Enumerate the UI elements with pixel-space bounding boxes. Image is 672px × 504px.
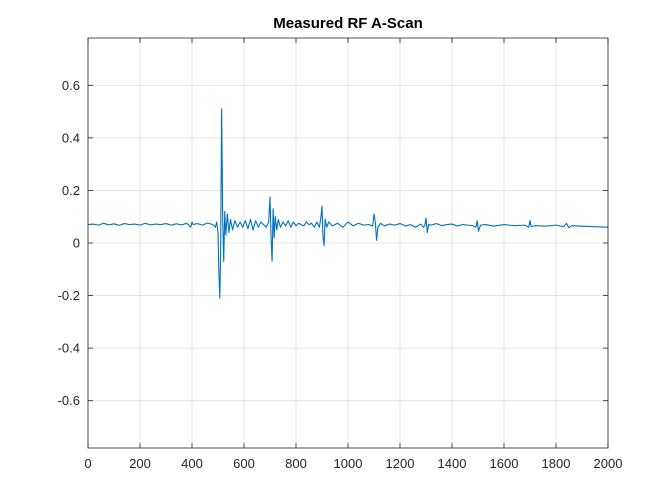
x-tick-label: 2000	[594, 456, 623, 471]
x-tick-label: 1000	[334, 456, 363, 471]
y-tick-label: -0.6	[58, 393, 80, 408]
x-tick-label: 0	[84, 456, 91, 471]
tick-labels: 0 200 400 600 800 1000 1200 1400 1600 1800 2000 -0.…	[58, 78, 623, 471]
y-tick-label: 0.6	[62, 78, 80, 93]
x-tick-label: 600	[233, 456, 255, 471]
x-tick-label: 1400	[438, 456, 467, 471]
y-tick-label: 0.4	[62, 130, 80, 145]
x-tick-label: 200	[129, 456, 151, 471]
x-tick-label: 1600	[490, 456, 519, 471]
y-tick-label: -0.2	[58, 288, 80, 303]
series-layer	[87, 108, 609, 299]
y-tick-label: 0	[73, 236, 80, 251]
x-tick-label: 800	[285, 456, 307, 471]
y-tick-label: 0.2	[62, 183, 80, 198]
x-tick-label: 1800	[542, 456, 571, 471]
tick-marks	[87, 38, 609, 448]
chart-title: Measured RF A-Scan	[273, 15, 422, 32]
y-tick-label: -0.4	[58, 341, 80, 356]
grid-lines	[87, 38, 609, 448]
x-tick-label: 400	[181, 456, 203, 471]
x-tick-label: 1200	[386, 456, 415, 471]
series-line	[87, 108, 609, 299]
